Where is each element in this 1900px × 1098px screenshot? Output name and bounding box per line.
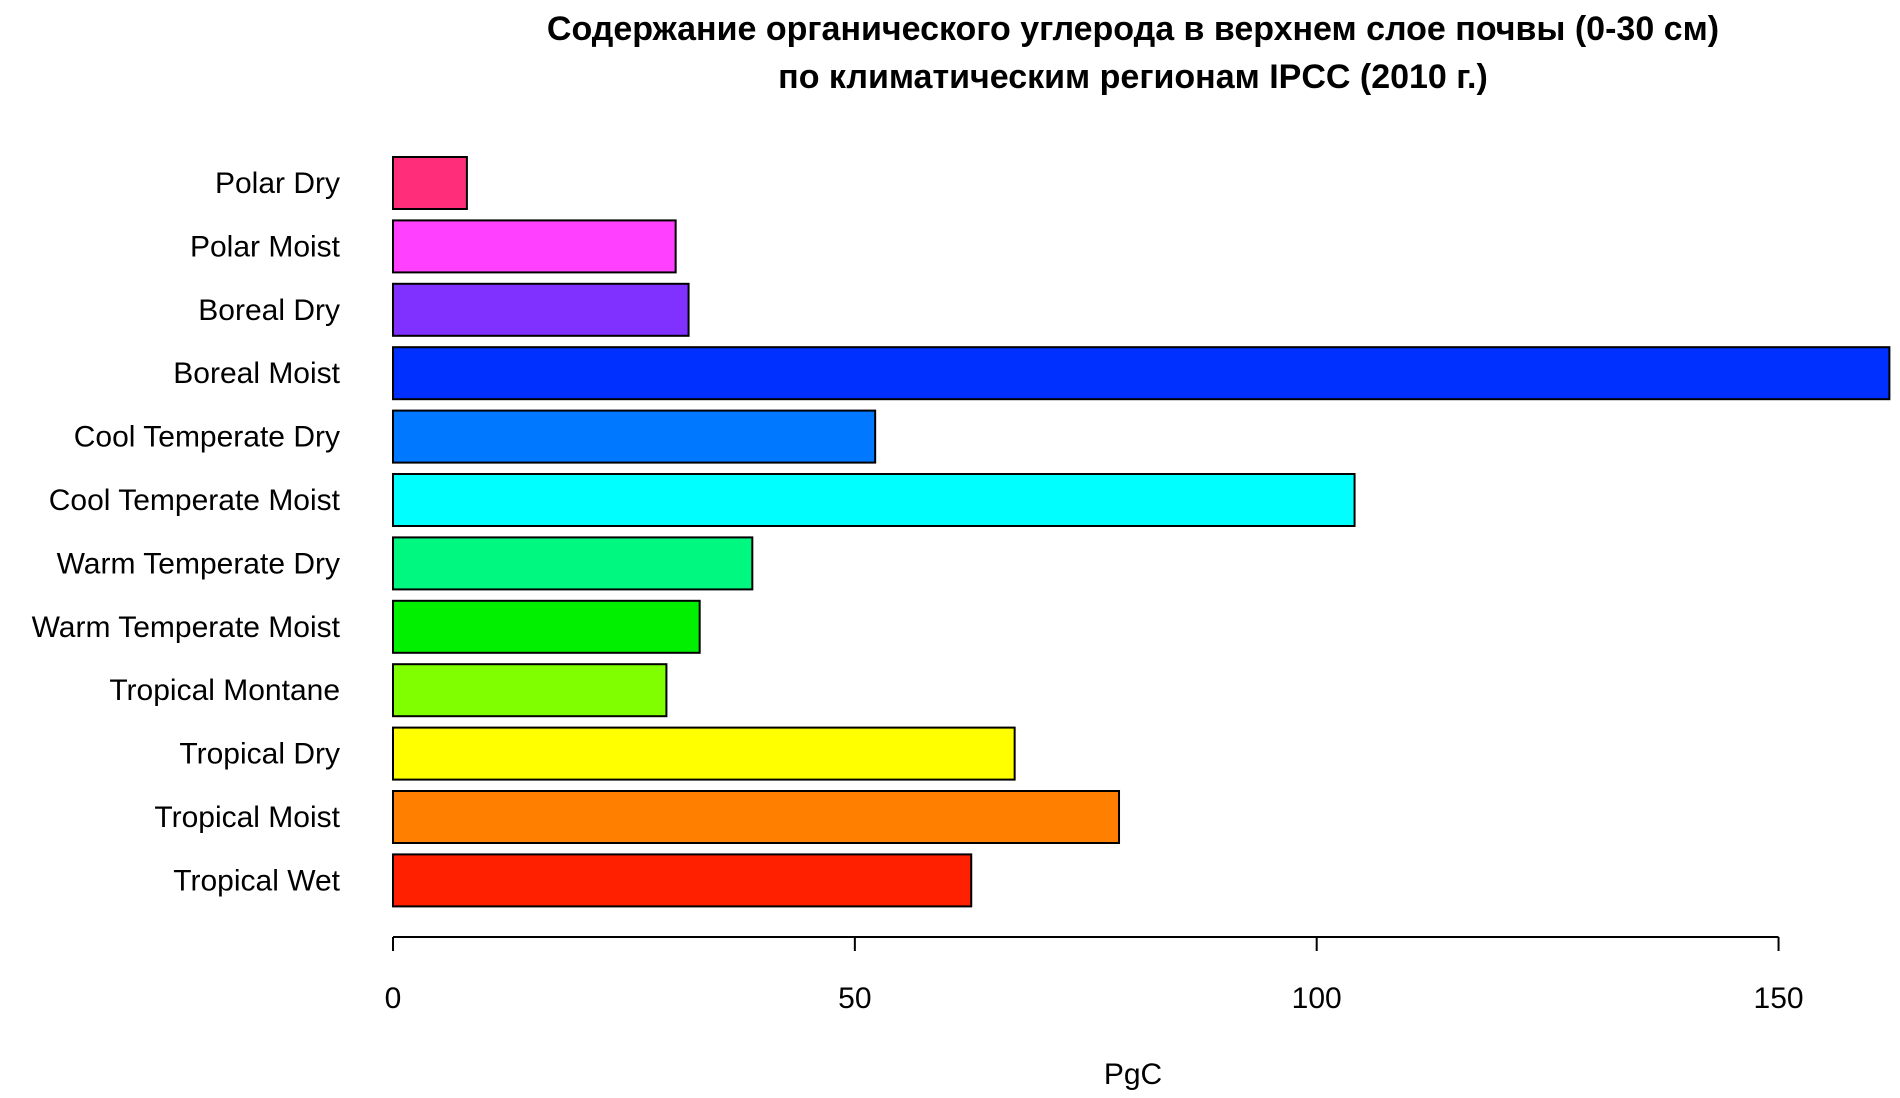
bar-cool-temperate-dry: [392, 409, 877, 464]
x-tick-label: 150: [1754, 982, 1804, 1015]
x-axis: 0 50 100 150: [385, 936, 1804, 1015]
category-label: Tropical Moist: [154, 801, 340, 834]
bar-warm-temperate-moist: [392, 599, 701, 654]
category-label: Tropical Wet: [173, 864, 340, 897]
bar-warm-temperate-dry: [392, 536, 754, 591]
category-label: Warm Temperate Moist: [32, 611, 341, 644]
category-label: Cool Temperate Dry: [74, 421, 340, 454]
bar-cool-temperate-moist: [392, 473, 1356, 527]
x-tick-label: 100: [1292, 982, 1342, 1015]
category-label: Tropical Montane: [109, 674, 340, 707]
bar-tropical-dry: [392, 726, 1016, 781]
category-label: Polar Dry: [215, 167, 340, 200]
x-tick-label: 0: [385, 982, 402, 1015]
category-label: Tropical Dry: [179, 738, 340, 771]
category-label: Boreal Moist: [173, 357, 340, 390]
chart-title-line-2: по климатическим регионам IPCC (2010 г.): [778, 58, 1488, 96]
bar-tropical-montane: [392, 663, 668, 718]
category-label: Polar Moist: [190, 230, 341, 263]
category-label: Warm Temperate Dry: [57, 547, 340, 580]
bars-group: [392, 156, 1891, 908]
bar-boreal-dry: [392, 282, 690, 337]
category-label: Boreal Dry: [198, 294, 340, 327]
bar-tropical-moist: [392, 790, 1121, 844]
x-tick-label: 50: [838, 982, 871, 1015]
x-axis-label: PgC: [1104, 1058, 1162, 1091]
category-label: Cool Temperate Moist: [49, 484, 341, 517]
bar-polar-moist: [392, 219, 677, 274]
bar-polar-dry: [392, 156, 468, 210]
category-labels: Polar Dry Polar Moist Boreal Dry Boreal Moi…: [32, 167, 341, 897]
chart-title-line-1: Содержание органического углерода в верх…: [547, 10, 1719, 48]
bar-tropical-wet: [392, 853, 973, 908]
bar-boreal-moist: [392, 346, 1891, 401]
